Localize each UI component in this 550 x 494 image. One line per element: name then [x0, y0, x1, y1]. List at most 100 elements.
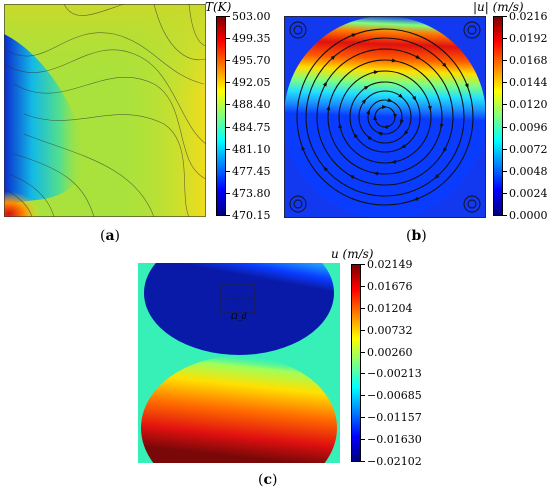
- temperature-contour-line: [4, 32, 205, 85]
- colorbar-tick-label: 488.40: [226, 98, 271, 112]
- corner-vortex: [293, 25, 303, 35]
- streamline: [349, 81, 421, 153]
- streamline-arrow: [391, 159, 397, 164]
- streamline-arrow: [301, 145, 306, 151]
- streamline: [358, 90, 412, 144]
- streamline-arrow: [427, 105, 432, 111]
- streamline-arrow: [383, 125, 388, 129]
- colorbar-tick-label: 0.01204: [361, 301, 413, 315]
- velocity-magnitude-colorbar-title: |u| (m/s): [473, 0, 524, 14]
- caption-a-letter: a: [105, 228, 115, 244]
- streamline-arrow: [330, 55, 336, 60]
- colorbar-tick-label: 0.02149: [361, 258, 413, 271]
- streamline: [316, 48, 454, 186]
- caption-c-open: (: [258, 472, 264, 488]
- streamline-arrow: [400, 144, 407, 149]
- colorbar-tick-label: −0.02102: [361, 455, 422, 468]
- streamline-arrow: [400, 119, 404, 125]
- velocity-magnitude-map: [284, 16, 486, 218]
- streamline: [296, 28, 474, 206]
- colorbar-tick-label: 0.0048: [503, 164, 548, 178]
- streamline-arrow: [413, 196, 419, 201]
- streamline-arrow: [377, 132, 383, 136]
- streamline: [305, 37, 465, 197]
- colorbar-tick-label: 495.70: [226, 54, 271, 68]
- temperature-colorbar: [216, 16, 226, 216]
- streamline-arrow: [353, 132, 358, 139]
- colorbar-tick-label: 0.0168: [503, 54, 548, 68]
- caption-c-letter: c: [263, 472, 272, 488]
- colorbar-tick-label: 492.05: [226, 76, 271, 90]
- streamline-arrow: [415, 54, 421, 60]
- colorbar-tick-label: 0.00732: [361, 323, 413, 337]
- omega-d-label: Ω_d: [231, 312, 247, 321]
- colorbar-tick-label: 0.00260: [361, 345, 413, 359]
- streamline: [327, 59, 443, 175]
- temperature-contour-line: [13, 153, 95, 217]
- corner-vortex: [463, 21, 481, 39]
- colorbar-tick-label: −0.01157: [361, 411, 422, 425]
- streamline-arrow: [349, 174, 355, 180]
- temperature-contour-line: [153, 4, 206, 61]
- colorbar-tick-label: 0.0144: [503, 76, 548, 90]
- colorbar-tick-label: −0.00213: [361, 367, 422, 381]
- corner-vortex: [289, 21, 307, 39]
- colorbar-tick-label: 0.0096: [503, 120, 548, 134]
- streamline-arrow: [361, 98, 367, 104]
- temperature-contour-line: [4, 188, 33, 217]
- colorbar-tick-label: 484.75: [226, 120, 271, 134]
- corner-vortex: [467, 199, 477, 209]
- streamline-arrow: [363, 85, 370, 90]
- temperature-field-map: [4, 4, 206, 217]
- streamline-arrow: [387, 98, 393, 102]
- streamline-arrow: [373, 70, 379, 75]
- streamline-arrow: [439, 123, 444, 129]
- streamline-arrow: [323, 166, 328, 172]
- streamline-arrow: [373, 115, 377, 120]
- colorbar-tick-label: −0.01630: [361, 433, 422, 447]
- colorbar-tick-label: 0.0192: [503, 32, 548, 46]
- streamline-arrow: [393, 114, 397, 119]
- caption-b-close: ): [421, 228, 427, 244]
- streamline-arrow: [434, 174, 440, 179]
- temperature-contour-line: [4, 49, 206, 145]
- colorbar-tick-label: 0.0024: [503, 186, 548, 200]
- streamline-arrow: [464, 83, 469, 89]
- caption-b: (b): [406, 228, 427, 244]
- streamline-arrow: [403, 130, 409, 136]
- u-velocity-colorbar: [351, 264, 361, 462]
- colorbar-tick-label: −0.00685: [361, 389, 422, 403]
- caption-b-letter: b: [411, 228, 422, 244]
- colorbar-tick-label: 477.45: [226, 164, 271, 178]
- streamline-arrow: [326, 105, 331, 111]
- colorbar-tick-label: 0.0072: [503, 142, 548, 156]
- caption-a: (a): [100, 228, 120, 244]
- streamline-arrow: [382, 105, 387, 109]
- temperature-contour-line: [23, 113, 190, 217]
- streamline-arrow: [338, 123, 343, 129]
- plot-frame: [284, 16, 486, 218]
- corner-vortex: [463, 195, 481, 213]
- streamline-arrow: [442, 62, 447, 68]
- colorbar-tick-label: 473.80: [226, 186, 271, 200]
- streamline: [338, 70, 432, 164]
- colorbar-tick-label: 0.01676: [361, 279, 413, 293]
- corner-vortex: [467, 25, 477, 35]
- caption-c-close: ): [272, 472, 278, 488]
- streamline-arrow: [412, 95, 417, 102]
- velocity-ring: [284, 16, 486, 218]
- streamline-arrow: [366, 135, 372, 141]
- colorbar-tick-label: 0.0120: [503, 98, 548, 112]
- caption-a-close: ): [114, 228, 121, 244]
- colorbar-tick-label: 0.0216: [503, 10, 548, 23]
- colorbar-tick-label: 481.10: [226, 142, 271, 156]
- temperature-contour-line: [13, 77, 206, 180]
- streamline-arrow: [351, 33, 357, 38]
- streamline-arrow: [373, 171, 379, 176]
- streamline: [367, 99, 403, 135]
- caption-a-open: (: [100, 228, 106, 244]
- temperature-contour-line: [8, 173, 55, 217]
- hot-corner: [4, 154, 94, 217]
- velocity-magnitude-colorbar: [493, 16, 503, 216]
- positive-u-lobe: [141, 356, 337, 463]
